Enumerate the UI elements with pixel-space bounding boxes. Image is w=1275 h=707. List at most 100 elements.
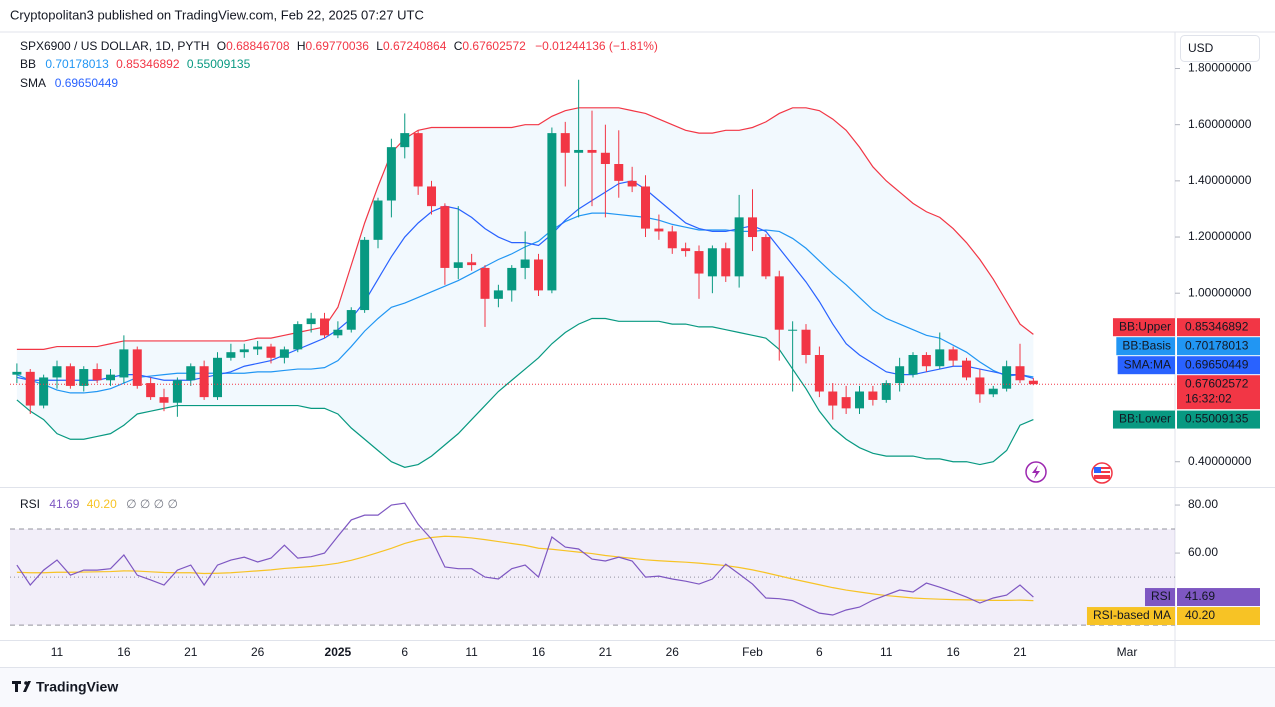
candle-body bbox=[614, 164, 624, 181]
x-tick-label: 16 bbox=[532, 645, 546, 659]
x-tick-label: 16 bbox=[946, 645, 960, 659]
candle-body bbox=[600, 152, 610, 165]
candle-body bbox=[520, 259, 530, 268]
axis-name-box bbox=[1112, 318, 1175, 337]
axis-value-box bbox=[1177, 607, 1260, 626]
candle-body bbox=[667, 231, 677, 249]
y-tick-label: 1.40000000 bbox=[1188, 173, 1252, 187]
candle-body bbox=[199, 366, 209, 398]
candle-body bbox=[1015, 366, 1025, 381]
candle-body bbox=[39, 377, 49, 406]
candle-body bbox=[453, 262, 463, 268]
candle-body bbox=[279, 349, 289, 358]
candle-body bbox=[828, 391, 838, 406]
axis-name: RSI-based MA bbox=[1093, 608, 1171, 622]
axis-value: 0.70178013 bbox=[1185, 338, 1249, 352]
candle-body bbox=[975, 377, 985, 395]
x-tick-label: Mar bbox=[1117, 645, 1138, 659]
candle-body bbox=[480, 267, 490, 299]
x-tick-label: Feb bbox=[742, 645, 763, 659]
candle-body bbox=[814, 354, 824, 392]
axis-value: 0.55009135 bbox=[1185, 412, 1249, 426]
x-tick-label: 6 bbox=[816, 645, 823, 659]
y-tick-label: 1.60000000 bbox=[1188, 117, 1252, 131]
legend-bb: BB 0.70178013 0.85346892 0.55009135 bbox=[20, 57, 251, 71]
candle-body bbox=[841, 397, 851, 409]
y-tick-label: 0.40000000 bbox=[1188, 454, 1252, 468]
close-value: 0.67602572 bbox=[462, 39, 526, 53]
candle-body bbox=[1028, 380, 1038, 385]
axis-value: 0.69650449 bbox=[1185, 357, 1249, 371]
candle-body bbox=[306, 318, 316, 325]
candle-body bbox=[574, 149, 584, 153]
high-value: 0.69770036 bbox=[306, 39, 370, 53]
candle-body bbox=[440, 206, 450, 268]
candle-body bbox=[774, 276, 784, 330]
candle-body bbox=[921, 354, 931, 367]
candle-body bbox=[587, 149, 597, 153]
x-tick-label: 26 bbox=[666, 645, 680, 659]
axis-name: BB:Upper bbox=[1119, 319, 1171, 333]
candle-body bbox=[293, 324, 303, 350]
bb-basis-value: 0.70178013 bbox=[45, 57, 109, 71]
candle-body bbox=[721, 248, 731, 277]
candle-body bbox=[654, 228, 664, 232]
axis-value-box bbox=[1177, 375, 1260, 410]
candle-body bbox=[627, 180, 637, 187]
sma-value: 0.69650449 bbox=[55, 76, 119, 90]
candle-body bbox=[962, 360, 972, 378]
rsi-value: 41.69 bbox=[49, 497, 79, 511]
candle-body bbox=[373, 200, 383, 240]
candle-body bbox=[988, 388, 998, 395]
axis-name-box bbox=[1086, 607, 1175, 626]
y-tick-label: 1.80000000 bbox=[1188, 61, 1252, 75]
candle-body bbox=[186, 366, 196, 381]
candle-body bbox=[788, 329, 798, 331]
candle-body bbox=[400, 133, 410, 148]
candle-body bbox=[333, 329, 343, 336]
candle-body bbox=[213, 357, 223, 398]
candle-body bbox=[881, 383, 891, 400]
change-value: −0.01244136 (−1.81%) bbox=[535, 39, 658, 53]
currency-box[interactable] bbox=[1180, 35, 1260, 62]
band-fill bbox=[16, 107, 1034, 468]
axis-value: 0.67602572 bbox=[1185, 376, 1249, 390]
bb-lower-value: 0.55009135 bbox=[187, 57, 251, 71]
axis-value-box bbox=[1177, 356, 1260, 375]
candle-body bbox=[908, 354, 918, 375]
candle-body bbox=[413, 133, 423, 187]
x-tick-label: 6 bbox=[401, 645, 408, 659]
candle-body bbox=[79, 369, 89, 386]
flag-stripe bbox=[1094, 469, 1110, 471]
axis-value: 41.69 bbox=[1185, 589, 1215, 603]
legend-main: SPX6900 / US DOLLAR, 1D, PYTH O0.6884670… bbox=[20, 39, 658, 53]
candle-body bbox=[801, 329, 811, 355]
candle-body bbox=[132, 349, 142, 386]
candle-body bbox=[761, 237, 771, 277]
axis-name-box bbox=[1116, 337, 1175, 356]
axis-value: 40.20 bbox=[1185, 608, 1215, 622]
axis-name: SMA:MA bbox=[1124, 357, 1171, 371]
rsi-ma-value: 40.20 bbox=[87, 497, 117, 511]
candle-body bbox=[106, 374, 116, 381]
candle-body bbox=[172, 380, 182, 403]
candle-body bbox=[25, 371, 35, 406]
candle-body bbox=[386, 147, 396, 201]
candle-body bbox=[92, 369, 102, 381]
rsi-line bbox=[16, 502, 1034, 616]
currency: USD bbox=[1188, 41, 1214, 55]
open-value: 0.68846708 bbox=[226, 39, 290, 53]
logo-dot bbox=[24, 681, 28, 685]
symbol-title: SPX6900 / US DOLLAR, 1D, PYTH bbox=[20, 39, 209, 53]
logo-mark bbox=[12, 681, 31, 692]
candle-body bbox=[1002, 366, 1012, 389]
axis-value: 0.85346892 bbox=[1185, 319, 1249, 333]
y-tick-label: 1.00000000 bbox=[1188, 285, 1252, 299]
y-tick-label: 1.20000000 bbox=[1188, 229, 1252, 243]
rsi-tick-label: 80.00 bbox=[1188, 497, 1218, 511]
x-tick-label: 26 bbox=[251, 645, 265, 659]
rsi-tick-label: 60.00 bbox=[1188, 545, 1218, 559]
x-tick-label: 2025 bbox=[325, 645, 352, 659]
countdown: 16:32:02 bbox=[1185, 391, 1232, 405]
x-tick-label: 11 bbox=[465, 645, 478, 659]
